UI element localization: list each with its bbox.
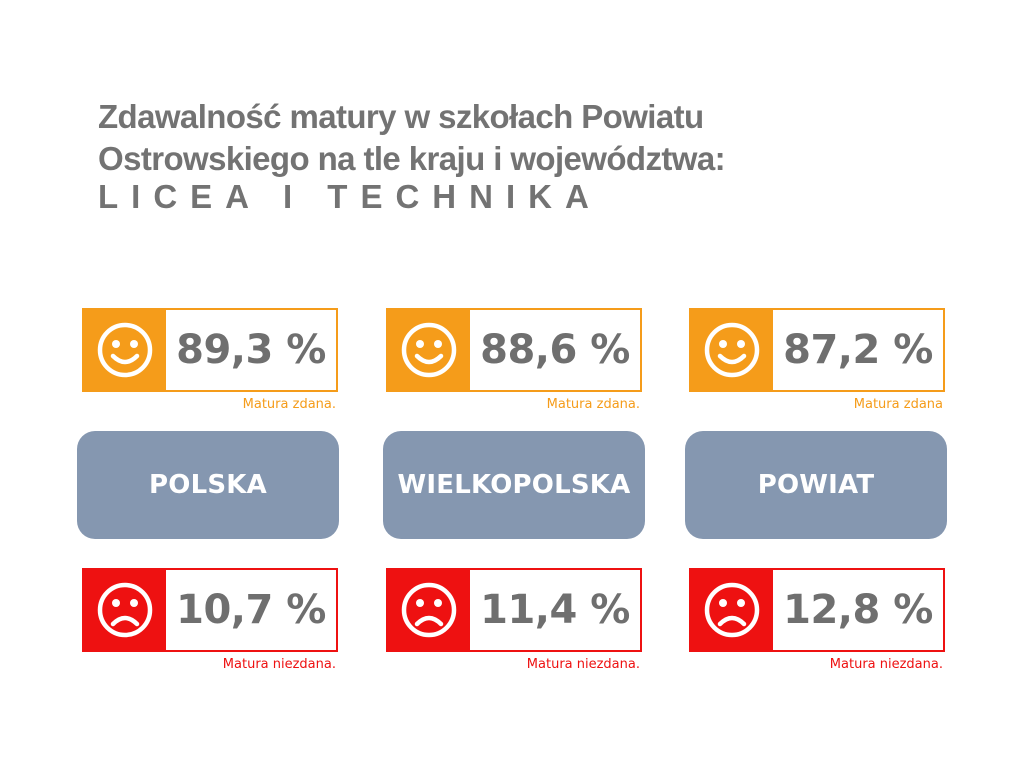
pass-card-powiat: 87,2 % Matura zdana <box>689 308 945 412</box>
fail-card-polska: 10,7 % Matura niezdana. <box>82 568 338 672</box>
sad-face-icon <box>691 570 773 650</box>
smiley-face-icon <box>84 310 166 390</box>
fail-caption: Matura niezdana. <box>222 657 336 672</box>
smiley-face-icon <box>691 310 773 390</box>
pass-caption: Matura zdana. <box>546 397 640 412</box>
title-line-1: Zdawalność matury w szkołach Powiatu <box>98 98 704 135</box>
title-line-3: LICEA I TECHNIKA <box>98 178 602 215</box>
pass-card-polska: 89,3 % Matura zdana. <box>82 308 338 412</box>
pass-rate-value: 88,6 % <box>480 327 630 373</box>
pass-rate-value: 89,3 % <box>176 327 326 373</box>
region-label-wielkopolska: WIELKOPOLSKA <box>383 431 645 539</box>
pass-caption: Matura zdana. <box>242 397 336 412</box>
region-label-powiat: POWIAT <box>685 431 947 539</box>
fail-card-powiat: 12,8 % Matura niezdana. <box>689 568 945 672</box>
region-label-polska: POLSKA <box>77 431 339 539</box>
fail-caption: Matura niezdana. <box>526 657 640 672</box>
fail-rate-value: 10,7 % <box>176 587 326 633</box>
title-line-2: Ostrowskiego na tle kraju i województwa: <box>98 140 726 177</box>
fail-caption: Matura niezdana. <box>829 657 943 672</box>
pass-card-wielkopolska: 88,6 % Matura zdana. <box>386 308 642 412</box>
fail-card-wielkopolska: 11,4 % Matura niezdana. <box>386 568 642 672</box>
fail-rate-value: 11,4 % <box>480 587 630 633</box>
sad-face-icon <box>84 570 166 650</box>
page-title: Zdawalność matury w szkołach Powiatu Ost… <box>98 96 818 218</box>
fail-rate-value: 12,8 % <box>783 587 933 633</box>
smiley-face-icon <box>388 310 470 390</box>
pass-caption: Matura zdana <box>853 397 943 412</box>
pass-rate-value: 87,2 % <box>783 327 933 373</box>
sad-face-icon <box>388 570 470 650</box>
